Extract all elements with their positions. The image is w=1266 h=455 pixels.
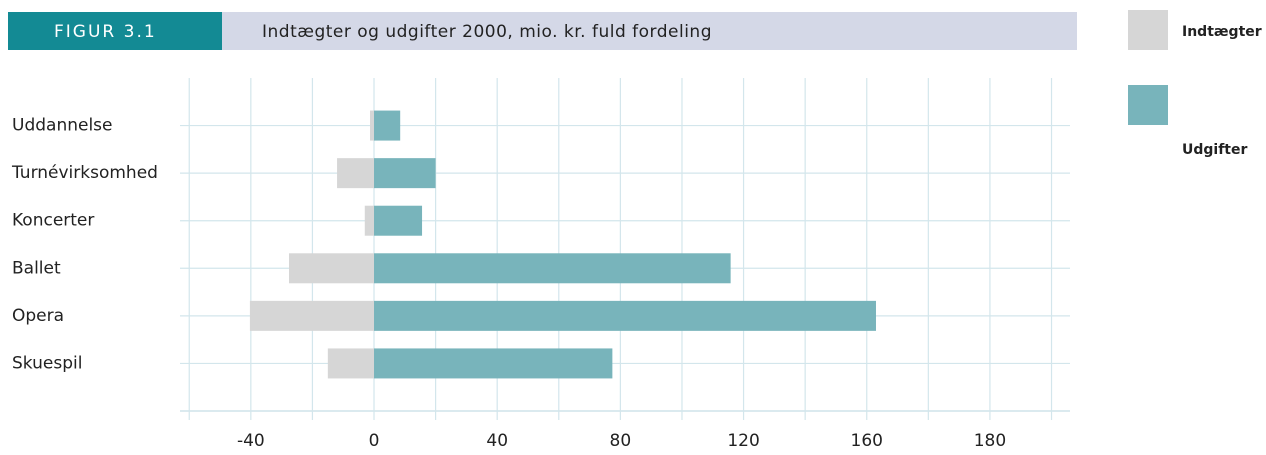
title-box xyxy=(222,12,1077,50)
x-tick-label: 0 xyxy=(369,431,380,451)
x-tick-label: 80 xyxy=(610,431,632,451)
category-label: Ballet xyxy=(12,258,61,278)
bar xyxy=(249,300,375,331)
bar xyxy=(374,158,436,189)
x-tick-label: 40 xyxy=(486,431,508,451)
bar xyxy=(374,205,423,236)
x-tick-label: -40 xyxy=(237,431,265,451)
legend-swatch xyxy=(1128,10,1168,50)
legend-swatch xyxy=(1128,85,1168,125)
bar xyxy=(327,348,375,379)
bar xyxy=(374,110,401,141)
x-tick-label: 120 xyxy=(727,431,759,451)
category-label: Skuespil xyxy=(12,353,82,373)
bar xyxy=(374,348,613,379)
bar xyxy=(374,253,731,284)
bar xyxy=(289,253,375,284)
legend-label: Indtægter xyxy=(1182,24,1262,40)
x-tick-label: 180 xyxy=(974,431,1006,451)
category-label: Koncerter xyxy=(12,211,94,231)
bar xyxy=(337,158,375,189)
bar xyxy=(370,110,375,141)
category-label: Opera xyxy=(12,306,64,326)
figure-label-box xyxy=(8,12,222,50)
category-label: Uddannelse xyxy=(12,116,113,136)
legend-label: Udgifter xyxy=(1182,142,1247,158)
bar xyxy=(364,205,375,236)
figure-label: FIGUR 3.1 xyxy=(54,22,157,42)
chart-title: Indtægter og udgifter 2000, mio. kr. ful… xyxy=(262,22,712,42)
bar xyxy=(374,300,876,331)
x-tick-label: 160 xyxy=(851,431,883,451)
category-label: Turnévirksomhed xyxy=(11,163,158,183)
